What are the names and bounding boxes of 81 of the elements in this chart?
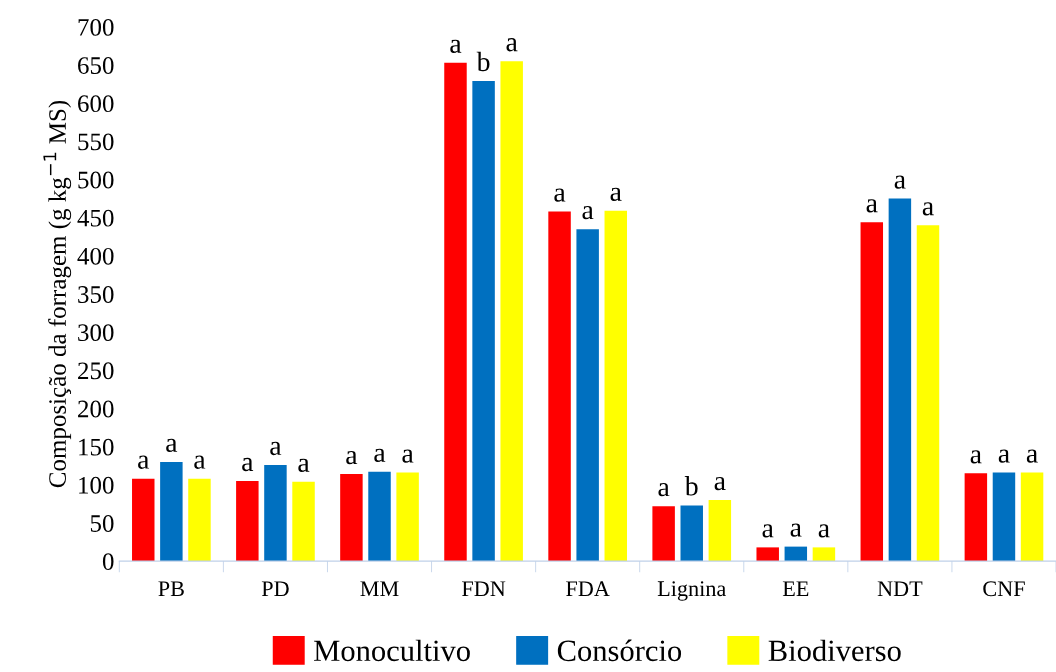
- x-tick-label: MM: [360, 581, 399, 596]
- data-label: b: [684, 476, 698, 496]
- data-label: b: [476, 51, 490, 72]
- y-tick-label: 400: [77, 247, 114, 265]
- data-label: a: [1026, 449, 1038, 463]
- y-tick-label: 150: [79, 438, 114, 456]
- bar: [888, 198, 912, 562]
- data-label: a: [790, 523, 802, 537]
- data-label: a: [138, 455, 150, 469]
- bar: [576, 229, 599, 562]
- bar: [444, 62, 467, 562]
- data-label: a: [866, 199, 878, 213]
- bar: [860, 222, 884, 562]
- bar: [708, 500, 732, 562]
- bar: [964, 473, 988, 562]
- bar: [652, 506, 675, 562]
- x-tick-label: FDN: [462, 581, 506, 597]
- data-label: a: [658, 483, 670, 497]
- bar: [368, 471, 391, 562]
- bar: [812, 547, 836, 562]
- y-tick-label: 700: [78, 18, 114, 36]
- data-label: a: [610, 187, 622, 201]
- y-tick-label: 200: [78, 400, 114, 418]
- data-label: a: [374, 448, 386, 463]
- y-tick-label: 350: [78, 286, 114, 303]
- y-tick-label: 50: [90, 515, 114, 532]
- x-tick-label: FDA: [566, 581, 610, 597]
- y-tick-label: 650: [78, 57, 114, 74]
- bar: [472, 81, 495, 562]
- bar: [756, 547, 779, 562]
- y-tick-label: 300: [78, 324, 114, 342]
- legend-label: Monocultivo: [314, 639, 470, 662]
- bar: [396, 472, 419, 562]
- bar: [604, 210, 627, 562]
- data-label: a: [194, 455, 206, 469]
- data-label: a: [714, 476, 726, 491]
- data-label: a: [762, 524, 774, 538]
- x-tick-label: EE: [782, 581, 809, 596]
- x-tick-label: PB: [158, 581, 184, 597]
- y-tick-label: 500: [78, 171, 114, 189]
- bar: [1020, 472, 1044, 562]
- legend-label: Consórcio: [557, 639, 682, 662]
- bar: [992, 472, 1016, 562]
- data-label: a: [582, 206, 594, 220]
- data-label: a: [818, 524, 830, 538]
- data-label: a: [998, 449, 1010, 463]
- y-tick-label: 0: [102, 553, 114, 571]
- data-label: a: [402, 449, 414, 463]
- bar: [548, 211, 571, 562]
- x-tick-label: Lignina: [657, 581, 726, 601]
- bar: [160, 461, 183, 562]
- bar: [680, 505, 703, 562]
- data-label: a: [346, 451, 358, 465]
- bar: [188, 478, 211, 562]
- data-label: a: [922, 202, 934, 216]
- y-tick-label: 100: [79, 476, 114, 494]
- bar: [132, 478, 155, 562]
- y-axis-title: Composição da forragem (g kg$^{−1}$ MS): [43, 100, 72, 488]
- data-label: a: [970, 450, 982, 464]
- x-tick-label: PD: [261, 581, 289, 597]
- data-label: a: [242, 457, 254, 472]
- data-label: a: [554, 188, 566, 202]
- bar: [500, 61, 523, 562]
- data-label: a: [450, 39, 462, 53]
- bar: [916, 225, 940, 562]
- x-tick-label: NDT: [877, 581, 923, 597]
- data-label: a: [298, 458, 310, 472]
- y-tick-label: 550: [78, 133, 114, 151]
- y-tick-label: 250: [78, 362, 114, 380]
- bar: [292, 481, 315, 562]
- data-label: a: [166, 438, 178, 453]
- data-label: a: [506, 38, 518, 52]
- x-tick-label: CNF: [983, 581, 1025, 597]
- data-label: a: [894, 175, 906, 189]
- data-label: a: [270, 441, 282, 456]
- legend-label: Biodiverso: [768, 639, 901, 662]
- bar: [264, 464, 287, 562]
- bar: [236, 480, 259, 562]
- y-tick-label: 600: [78, 95, 114, 113]
- y-tick-label: 450: [77, 209, 114, 227]
- bar: [340, 474, 363, 562]
